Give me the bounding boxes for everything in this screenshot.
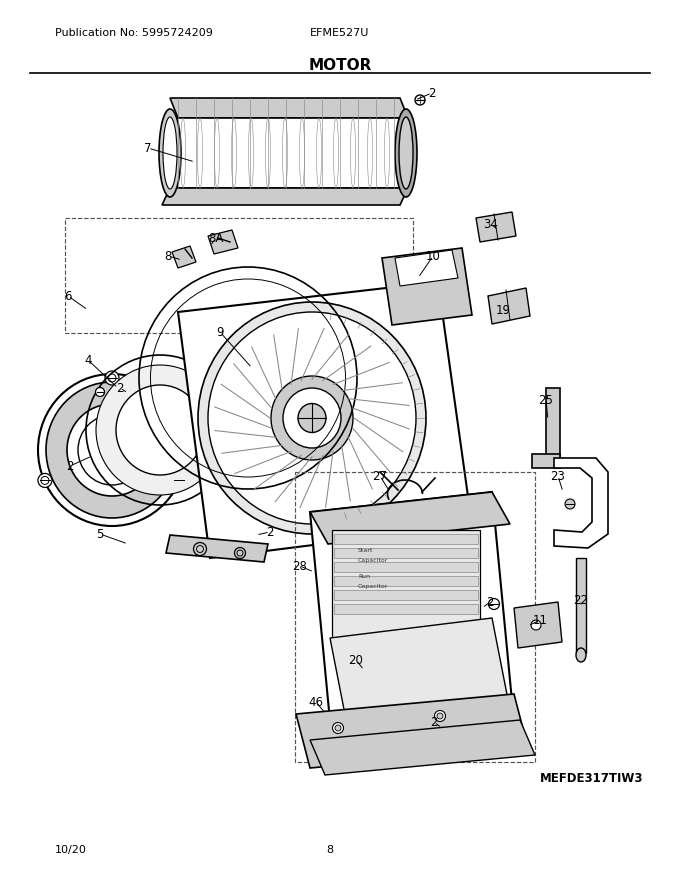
Ellipse shape bbox=[333, 722, 343, 734]
Ellipse shape bbox=[208, 312, 416, 524]
Text: 7: 7 bbox=[144, 142, 152, 155]
Ellipse shape bbox=[345, 747, 351, 753]
Text: 19: 19 bbox=[496, 304, 511, 317]
Ellipse shape bbox=[38, 473, 52, 488]
Text: 8A: 8A bbox=[208, 231, 224, 245]
Ellipse shape bbox=[67, 404, 157, 496]
Bar bbox=[576, 558, 586, 653]
Text: 6: 6 bbox=[64, 290, 72, 303]
Bar bbox=[334, 548, 478, 558]
Text: 2: 2 bbox=[267, 525, 274, 539]
Text: MOTOR: MOTOR bbox=[308, 57, 372, 72]
Ellipse shape bbox=[38, 374, 186, 526]
Ellipse shape bbox=[298, 404, 326, 432]
Text: 2: 2 bbox=[430, 715, 438, 729]
Text: 4: 4 bbox=[84, 354, 92, 366]
Text: 25: 25 bbox=[539, 393, 554, 407]
Bar bbox=[546, 388, 560, 466]
Text: 2: 2 bbox=[66, 459, 73, 473]
Text: EFME527U: EFME527U bbox=[310, 28, 369, 38]
Text: 8: 8 bbox=[165, 250, 171, 262]
Ellipse shape bbox=[46, 382, 178, 518]
Bar bbox=[332, 530, 480, 638]
Text: MEFDE317TIW3: MEFDE317TIW3 bbox=[540, 772, 644, 784]
Text: 2: 2 bbox=[428, 86, 436, 99]
Ellipse shape bbox=[105, 371, 119, 385]
Text: 34: 34 bbox=[483, 217, 498, 231]
Ellipse shape bbox=[116, 385, 204, 475]
Polygon shape bbox=[172, 246, 196, 268]
Ellipse shape bbox=[197, 546, 203, 553]
Text: 11: 11 bbox=[532, 613, 547, 627]
Polygon shape bbox=[395, 250, 458, 286]
Polygon shape bbox=[208, 230, 238, 254]
Text: 9: 9 bbox=[216, 326, 224, 339]
Text: Run: Run bbox=[358, 574, 370, 579]
Polygon shape bbox=[310, 720, 535, 775]
Ellipse shape bbox=[437, 713, 443, 719]
Ellipse shape bbox=[271, 376, 353, 460]
Ellipse shape bbox=[172, 473, 186, 488]
Polygon shape bbox=[488, 288, 530, 324]
Bar bbox=[334, 534, 478, 544]
Polygon shape bbox=[178, 282, 472, 558]
Ellipse shape bbox=[283, 388, 341, 448]
Ellipse shape bbox=[399, 117, 413, 189]
Polygon shape bbox=[162, 188, 408, 205]
Ellipse shape bbox=[395, 109, 417, 197]
Text: 5: 5 bbox=[97, 527, 103, 540]
Bar bbox=[334, 576, 478, 586]
Bar bbox=[295, 472, 535, 762]
Text: 46: 46 bbox=[309, 695, 324, 708]
Ellipse shape bbox=[159, 109, 181, 197]
Ellipse shape bbox=[95, 387, 105, 397]
Polygon shape bbox=[296, 694, 528, 768]
Ellipse shape bbox=[565, 499, 575, 509]
Polygon shape bbox=[170, 98, 408, 118]
Text: 27: 27 bbox=[373, 470, 388, 482]
Polygon shape bbox=[170, 118, 408, 188]
Polygon shape bbox=[554, 458, 608, 548]
Ellipse shape bbox=[576, 648, 586, 662]
Ellipse shape bbox=[447, 735, 453, 741]
Text: 2: 2 bbox=[486, 596, 494, 608]
Ellipse shape bbox=[531, 620, 541, 630]
Polygon shape bbox=[166, 535, 268, 562]
Polygon shape bbox=[476, 212, 516, 242]
Text: 22: 22 bbox=[573, 593, 588, 606]
Text: Start: Start bbox=[358, 548, 373, 553]
Text: Publication No: 5995724209: Publication No: 5995724209 bbox=[55, 28, 213, 38]
Ellipse shape bbox=[163, 117, 177, 189]
Ellipse shape bbox=[335, 725, 341, 731]
Ellipse shape bbox=[343, 744, 354, 756]
Bar bbox=[334, 562, 478, 572]
Bar bbox=[334, 590, 478, 600]
Text: 10/20: 10/20 bbox=[55, 845, 87, 855]
Text: 28: 28 bbox=[292, 560, 307, 573]
Polygon shape bbox=[382, 248, 472, 325]
Polygon shape bbox=[310, 492, 514, 742]
Ellipse shape bbox=[435, 710, 445, 722]
Ellipse shape bbox=[488, 598, 500, 610]
Text: 2: 2 bbox=[116, 382, 124, 394]
Ellipse shape bbox=[237, 550, 243, 556]
Polygon shape bbox=[330, 618, 512, 740]
Text: 20: 20 bbox=[349, 654, 363, 666]
Ellipse shape bbox=[415, 95, 425, 105]
Bar bbox=[334, 604, 478, 614]
Text: 23: 23 bbox=[551, 470, 566, 482]
Bar bbox=[65, 218, 413, 333]
Text: 8: 8 bbox=[326, 845, 334, 855]
Polygon shape bbox=[514, 602, 562, 648]
Bar bbox=[532, 454, 560, 468]
Ellipse shape bbox=[198, 302, 426, 534]
Text: 10: 10 bbox=[426, 250, 441, 262]
Text: Capacitor: Capacitor bbox=[358, 558, 388, 563]
Ellipse shape bbox=[96, 365, 224, 495]
Ellipse shape bbox=[445, 732, 456, 744]
Polygon shape bbox=[310, 492, 510, 544]
Text: Capacitor: Capacitor bbox=[358, 584, 388, 589]
